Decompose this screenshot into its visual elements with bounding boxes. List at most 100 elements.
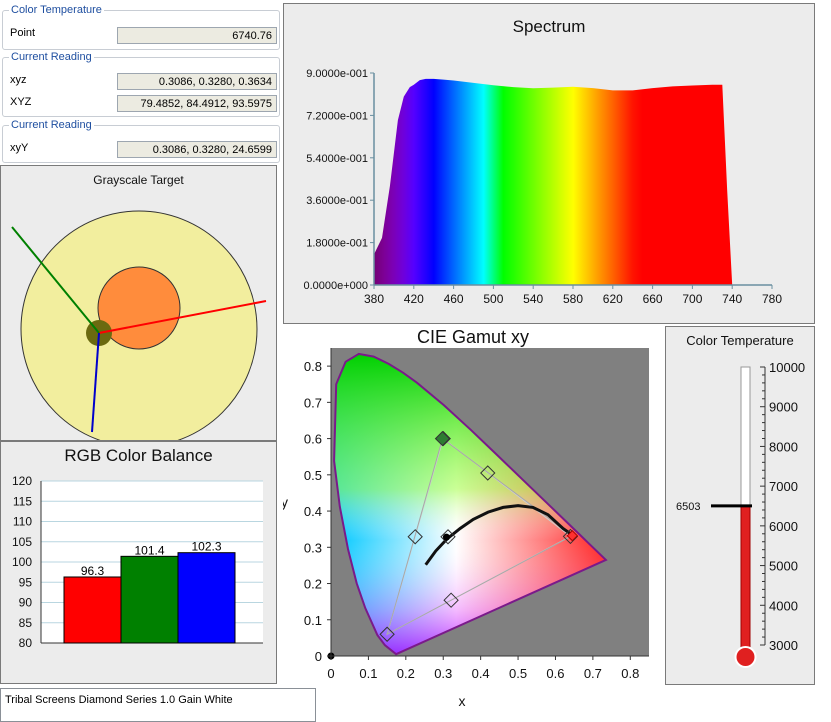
point-value-field[interactable]: 6740.76	[117, 27, 277, 44]
cie-horseshoe-outline	[333, 352, 608, 656]
cie-measured-gamut	[386, 437, 574, 636]
spectrum-y-tick-label: 0.0000e+000	[303, 280, 368, 292]
thermometer-tick-label: 3000	[769, 638, 798, 653]
spectrum-panel: Spectrum 0.0000e+000 1.8000e-001 3.6000e-0…	[283, 3, 815, 324]
spectrum-chart: 0.0000e+000 1.8000e-001 3.6000e-001 5.4000e…	[303, 68, 782, 306]
color-temperature-gauge: 3000 4000 5000 6000 7000 8000 9000 10000 6503	[676, 360, 805, 668]
thermometer-tick-label: 6000	[769, 519, 798, 534]
color-temperature-group-title: Color Temperature	[9, 4, 104, 16]
thermometer-tick-label: 8000	[769, 439, 798, 454]
cie-y-tick-label: 0	[315, 649, 322, 664]
spectrum-x-tick-label: 540	[523, 292, 543, 306]
cie-y-tick-label: 0.6	[304, 432, 322, 447]
cie-y-tick-label: 0.3	[304, 540, 322, 555]
footer-text: Tribal Screens Diamond Series 1.0 Gain W…	[5, 694, 233, 706]
cie-white-measured	[442, 533, 450, 541]
rgb-bar-data-label: 101.4	[134, 543, 164, 557]
footer-box: Tribal Screens Diamond Series 1.0 Gain W…	[0, 688, 316, 722]
rgb-bar-blue	[177, 552, 236, 644]
cie-x-tick-label: 0.8	[621, 666, 639, 681]
spectrum-x-tick-label: 420	[404, 292, 424, 306]
cie-x-tick-label: 0.7	[584, 666, 602, 681]
rgb-balance-title: RGB Color Balance	[64, 446, 213, 465]
rgb-balance-chart: 80 85 90 95 100 105 110 115 120 96.3 101.4 102.3	[12, 474, 263, 650]
thermometer-tick-label: 4000	[769, 598, 798, 613]
rgb-bar-data-label: 102.3	[191, 540, 221, 554]
thermometer-tick-label: 9000	[769, 400, 798, 415]
rgb-y-tick-label: 115	[13, 494, 32, 508]
cie-green-measured	[434, 430, 451, 447]
cie-secondary-target-1	[407, 529, 423, 545]
spectrum-y-tick-label: 5.4000e-001	[306, 153, 368, 165]
spectrum-title: Spectrum	[512, 17, 586, 36]
rgb-bar-data-label: 96.3	[81, 564, 105, 578]
color-temperature-gauge-title: Color Temperature	[686, 333, 794, 348]
xyY-value-field[interactable]: 0.3086, 0.3280, 24.6599	[117, 141, 277, 158]
rgb-bar-red	[63, 576, 122, 644]
current-reading-group-2: Current Reading xyY 0.3086, 0.3280, 24.6…	[2, 119, 280, 163]
thermometer-fill	[740, 505, 751, 651]
spectrum-y-tick-label: 7.2000e-001	[306, 110, 368, 122]
spectrum-x-tick-label: 740	[722, 292, 742, 306]
color-temperature-panel: Color Temperature 3000 4000 5000 6000 7000 80…	[665, 326, 815, 685]
thermometer-bulb	[734, 646, 757, 668]
cie-x-tick-label: 0.6	[546, 666, 564, 681]
spectrum-x-tick-label: 460	[444, 292, 464, 306]
cie-x-tick-label: 0.2	[397, 666, 415, 681]
spectrum-x-tick-label: 500	[483, 292, 503, 306]
blue-vector	[91, 332, 100, 433]
xyz-label: xyz	[10, 74, 27, 86]
red-vector	[98, 300, 267, 334]
XYZ-value-field[interactable]: 79.4852, 84.4912, 93.5975	[117, 95, 277, 112]
spectrum-x-tick-label: 580	[563, 292, 583, 306]
grayscale-target-graphic	[11, 210, 267, 440]
spectrum-x-tick-label: 620	[603, 292, 623, 306]
cie-blue-target	[379, 626, 395, 642]
color-temperature-group: Color Temperature Point 6740.76	[2, 4, 280, 50]
cie-x-axis-label: x	[459, 693, 466, 709]
current-reading-group-1: Current Reading xyz 0.3086, 0.3280, 0.36…	[2, 51, 280, 117]
cie-white-target	[440, 529, 456, 545]
rgb-bar-green	[120, 555, 179, 644]
cie-x-tick-label: 0.1	[359, 666, 377, 681]
xyz-value-field[interactable]: 0.3086, 0.3280, 0.3634	[117, 73, 277, 90]
current-reading-group-1-title: Current Reading	[9, 51, 94, 63]
cie-x-tick-label: 0.4	[472, 666, 490, 681]
XYZ-label: XYZ	[10, 96, 32, 108]
cie-y-tick-label: 0.4	[304, 504, 322, 519]
spectrum-x-tick-label: 700	[682, 292, 702, 306]
thermometer-value-label: 6503	[676, 501, 700, 513]
cie-x-tick-label: 0.5	[509, 666, 527, 681]
cie-horseshoe-overlay	[334, 353, 606, 655]
thermometer-tick-label: 5000	[769, 559, 798, 574]
cie-gamut-chart: 0 0.1 0.2 0.3 0.4 0.5 0.6 0.7 0.8 0 0.1 0.2 0.3 0.4 0.…	[283, 348, 649, 709]
cie-secondary-target-0	[480, 465, 496, 481]
cie-y-tick-label: 0.8	[304, 359, 322, 374]
cie-x-tick-label: 0	[327, 666, 334, 681]
cie-red-measured	[566, 529, 579, 542]
rgb-y-tick-label: 105	[12, 535, 32, 549]
cie-y-tick-label: 0.7	[304, 395, 322, 410]
rgb-y-tick-label: 95	[19, 575, 33, 589]
spectrum-area	[374, 78, 733, 286]
rgb-balance-panel: RGB Color Balance 80 85 90 95 100 105 110 115 12…	[0, 441, 277, 684]
cie-y-tick-label: 0.1	[304, 613, 322, 628]
rgb-y-tick-label: 90	[19, 596, 33, 610]
spectrum-y-tick-label: 9.0000e-001	[306, 68, 368, 80]
current-reading-group-2-title: Current Reading	[9, 119, 94, 131]
cie-y-axis-label: y	[283, 494, 288, 510]
cie-gamut-panel: CIE Gamut xy 0 0.1 0.2 0.3 0.4 0.5 0.6 0.7 0.8 0 0…	[283, 326, 663, 720]
cie-y-tick-label: 0.2	[304, 577, 322, 592]
point-label: Point	[10, 27, 36, 39]
spectrum-x-tick-label: 780	[762, 292, 782, 306]
spectrum-x-tick-label: 660	[643, 292, 663, 306]
thermometer-tick-label: 7000	[769, 479, 798, 494]
spectrum-y-tick-label: 1.8000e-001	[306, 238, 368, 250]
green-vector	[11, 226, 100, 334]
grayscale-target-panel: Grayscale Target	[0, 165, 277, 441]
rgb-y-tick-label: 110	[13, 515, 32, 529]
rgb-y-tick-label: 100	[12, 555, 32, 569]
cie-y-tick-label: 0.5	[304, 468, 322, 483]
cie-x-tick-label: 0.3	[434, 666, 452, 681]
xyY-label: xyY	[10, 142, 29, 154]
